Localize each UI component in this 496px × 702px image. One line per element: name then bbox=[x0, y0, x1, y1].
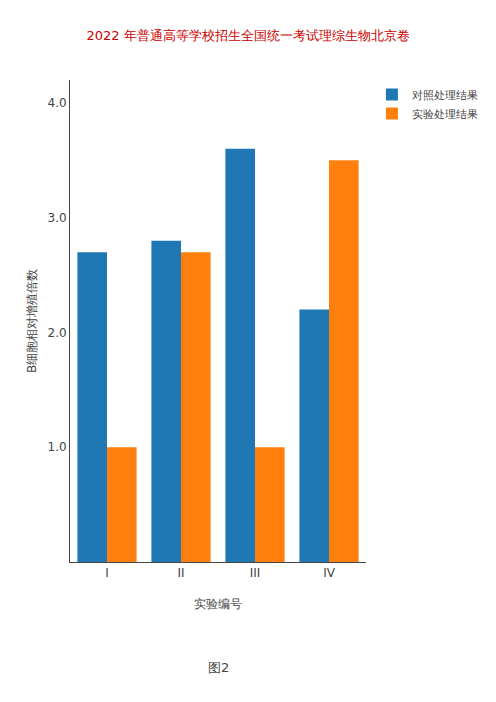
svg-text:图2: 图2 bbox=[208, 660, 229, 675]
svg-text:IV: IV bbox=[323, 566, 336, 580]
svg-text:1.0: 1.0 bbox=[48, 440, 67, 454]
svg-text:2022 年普通高等学校招生全国统一考试理综生物北京卷: 2022 年普通高等学校招生全国统一考试理综生物北京卷 bbox=[86, 28, 409, 43]
svg-text:II: II bbox=[177, 566, 184, 580]
svg-text:4.0: 4.0 bbox=[48, 96, 67, 110]
svg-text:2.0: 2.0 bbox=[48, 326, 67, 340]
svg-text:对照处理结果: 对照处理结果 bbox=[412, 89, 478, 102]
svg-text:B细胞相对增殖倍数: B细胞相对增殖倍数 bbox=[25, 269, 39, 373]
svg-text:I: I bbox=[105, 566, 109, 580]
svg-text:3.0: 3.0 bbox=[48, 211, 67, 225]
svg-text:实验编号: 实验编号 bbox=[194, 597, 242, 611]
svg-text:III: III bbox=[250, 566, 261, 580]
svg-text:实验处理结果: 实验处理结果 bbox=[412, 108, 478, 121]
